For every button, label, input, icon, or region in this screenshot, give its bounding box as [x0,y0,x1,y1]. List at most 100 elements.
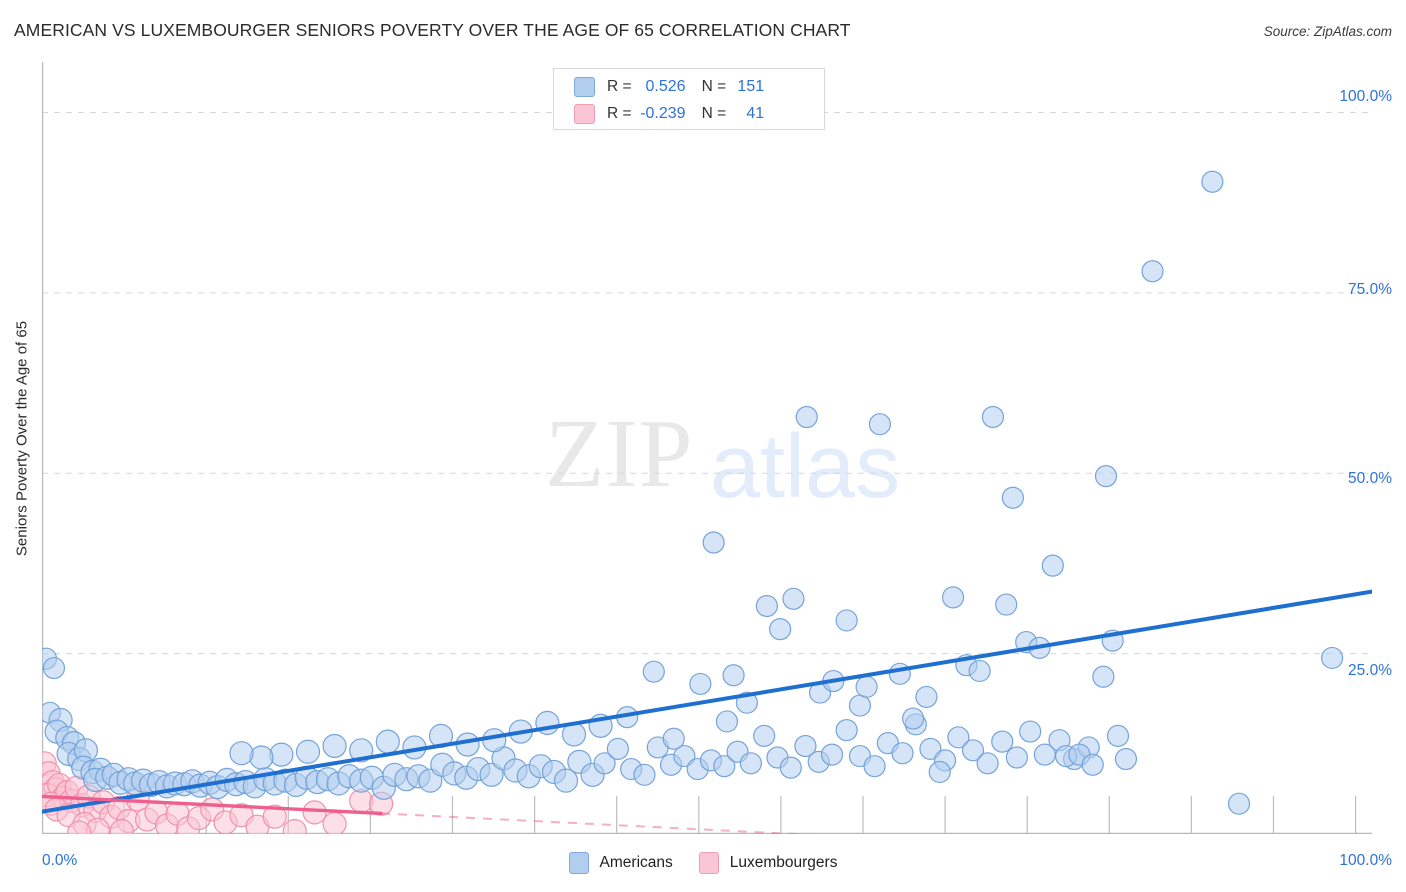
data-point [961,739,985,762]
data-point [928,760,951,784]
data-point [1001,486,1025,509]
data-point [295,739,321,764]
n-label-americans: N = [701,78,727,95]
data-point [794,734,817,758]
series-label-luxembourgers: Luxembourgers [729,854,838,871]
series-legend-item-luxembourgers[interactable]: Luxembourgers [698,852,838,874]
data-point [769,617,792,641]
x-tick-min: 0.0% [42,852,78,869]
data-point [109,819,134,834]
data-point [1005,746,1028,769]
data-point [981,405,1005,429]
data-point [968,659,991,683]
data-point [375,729,400,754]
data-point [779,756,802,779]
stats-row-luxembourgers: R = -0.239 N = 41 [554,100,824,128]
data-point [995,593,1018,616]
series-legend: Americans Luxembourgers [0,852,1406,874]
series-points-americans [42,170,1344,815]
data-point [282,819,307,834]
data-point [915,685,938,709]
stats-row-americans: R = 0.526 N = 151 [554,73,824,101]
source-attribution: Source: ZipAtlas.com [1263,24,1392,39]
data-point [1114,747,1138,771]
r-label-luxembourgers: R = [607,105,632,122]
data-point [662,727,685,750]
data-point [722,664,745,687]
data-point [1201,170,1224,193]
data-point [606,737,629,760]
series-label-americans: Americans [599,854,673,871]
data-point [479,762,504,787]
data-point [1092,665,1115,688]
data-point [848,694,872,717]
data-point [1106,724,1130,747]
data-point [795,405,818,429]
data-point [739,752,762,775]
series-legend-item-americans[interactable]: Americans [568,852,673,874]
data-point [715,710,739,733]
data-point [753,724,776,747]
data-point [1094,465,1118,488]
data-point [1041,554,1064,577]
data-point [855,675,878,698]
n-value-americans: 151 [737,78,765,95]
y-tick-100: 100.0% [1339,88,1392,105]
data-point [67,820,92,834]
n-value-luxembourgers: 41 [746,105,765,122]
data-point [1019,720,1042,743]
data-point [262,804,287,829]
data-point [702,531,725,554]
page-title: AMERICAN VS LUXEMBOURGER SENIORS POVERTY… [14,20,851,40]
data-point [891,742,914,765]
data-point [782,587,805,610]
r-value-americans: 0.526 [645,78,686,95]
trend-line-americans [42,589,1372,814]
legend-swatch-americans [574,77,595,97]
data-point [1141,260,1164,283]
data-point [322,733,347,759]
data-point [919,737,942,760]
data-point [868,413,892,436]
data-point [269,742,294,767]
data-point [947,726,970,749]
data-point [713,755,736,778]
x-tick-max: 100.0% [1339,852,1392,869]
y-tick-50: 50.0% [1348,470,1392,487]
data-point [835,609,858,632]
data-point [229,741,254,766]
data-point [1320,646,1344,670]
data-point [249,745,274,770]
data-point [689,672,712,696]
data-point [991,730,1014,753]
data-point [976,752,999,775]
data-point [593,752,616,775]
y-tick-25: 25.0% [1348,662,1392,679]
data-point [302,800,327,825]
data-point [322,811,347,834]
data-point [835,719,858,742]
r-value-luxembourgers: -0.239 [640,105,686,122]
data-point [673,744,696,768]
series-swatch-americans [568,852,589,874]
data-point [633,763,656,786]
scatter-plot-area [42,62,1372,834]
y-axis-title: Seniors Poverty Over the Age of 65 [13,320,31,557]
data-point [902,707,925,730]
correlation-stats-legend: R = 0.526 N = 151 R = -0.239 N = 41 [553,68,825,130]
n-label-luxembourgers: N = [701,105,727,122]
y-tick-75: 75.0% [1348,281,1392,298]
data-point [863,755,886,778]
trend-line-luxembourgers [42,794,383,816]
r-label-americans: R = [607,78,632,95]
data-point [820,743,844,766]
data-point [642,660,665,683]
data-point [755,594,778,618]
trend-line-dashed-luxembourgers [381,812,814,834]
data-point [941,586,965,609]
data-point [553,768,579,793]
data-point [1081,753,1104,776]
series-swatch-luxembourgers [698,852,719,874]
data-point [482,728,507,753]
